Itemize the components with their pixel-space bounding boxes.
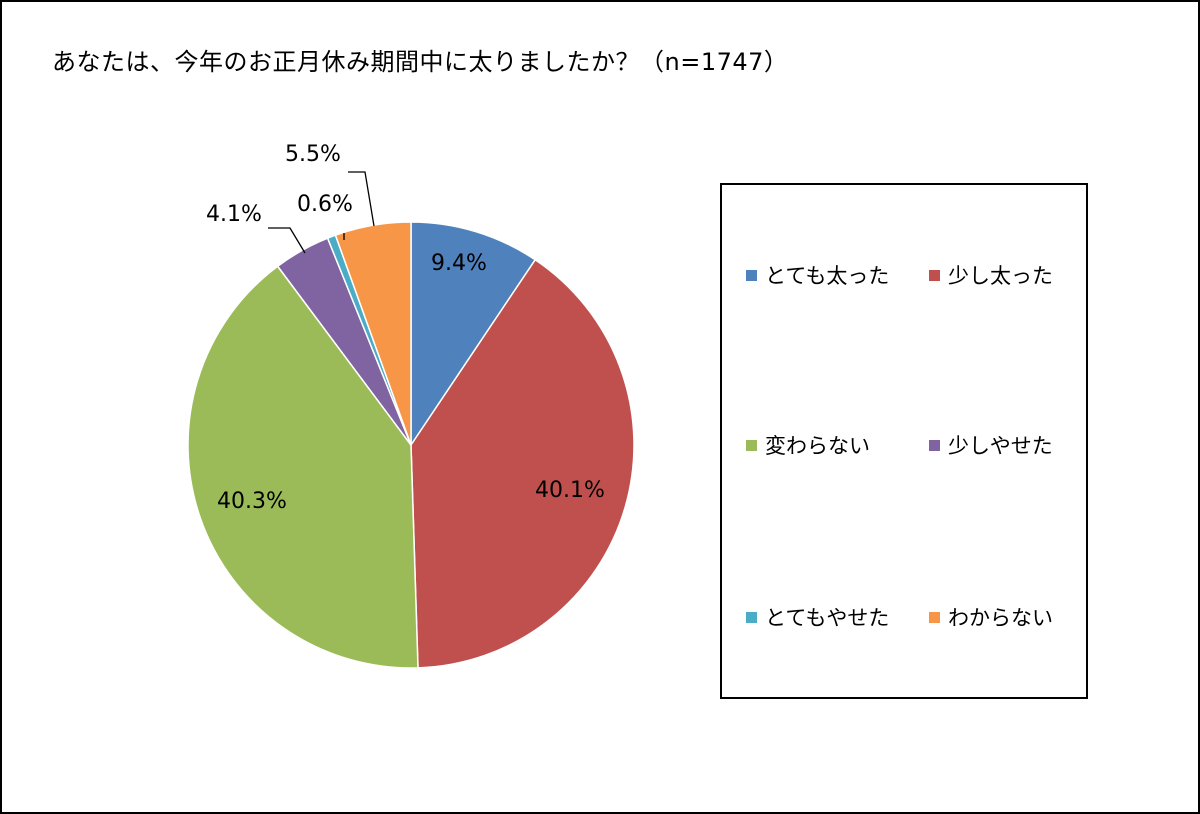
legend-swatch-0 xyxy=(746,269,757,281)
data-label-0: 9.4% xyxy=(431,251,487,276)
legend-item-3: 少しやせた xyxy=(929,430,1053,460)
legend-swatch-5 xyxy=(929,611,940,623)
pie-slice-1 xyxy=(410,258,635,669)
legend-label: 変わらない xyxy=(765,434,870,458)
legend-label: とてもやせた xyxy=(765,606,890,630)
legend-item-0: とても太った xyxy=(746,260,889,290)
legend-label: 少し太った xyxy=(948,264,1053,288)
legend-label: 少しやせた xyxy=(948,434,1053,458)
legend-swatch-4 xyxy=(746,611,757,623)
pie-slice-2 xyxy=(187,265,419,669)
pie-slice-0 xyxy=(410,221,537,448)
legend-swatch-1 xyxy=(929,269,940,281)
legend-label: とても太った xyxy=(765,264,890,288)
chart-title: あなたは、今年のお正月休み期間中に太りましたか？（n=1747） xyxy=(52,48,789,76)
legend-swatch-2 xyxy=(746,439,757,451)
data-label-2: 40.3% xyxy=(217,489,287,514)
legend-item-5: わからない xyxy=(929,602,1053,632)
legend-swatch-3 xyxy=(929,439,940,451)
data-labels: 9.4% 40.1% 40.3% 4.1% 0.6% 5.5% xyxy=(206,142,605,514)
pie-slices xyxy=(187,221,635,669)
legend-label: わからない xyxy=(948,606,1053,630)
legend-item-2: 変わらない xyxy=(746,430,870,460)
leader-line-3 xyxy=(268,227,306,254)
data-label-4: 0.6% xyxy=(297,192,353,217)
data-label-1: 40.1% xyxy=(535,478,605,503)
legend-item-4: とてもやせた xyxy=(746,602,889,632)
legend-item-1: 少し太った xyxy=(929,260,1053,290)
data-label-3: 4.1% xyxy=(206,202,262,227)
pie-slice-5 xyxy=(334,221,412,446)
data-label-5: 5.5% xyxy=(285,142,341,167)
leader-line-5 xyxy=(348,171,375,227)
leader-lines xyxy=(268,171,375,254)
legend: とても太った 少し太った 変わらない 少しやせた とてもやせた わからない xyxy=(720,183,1088,699)
